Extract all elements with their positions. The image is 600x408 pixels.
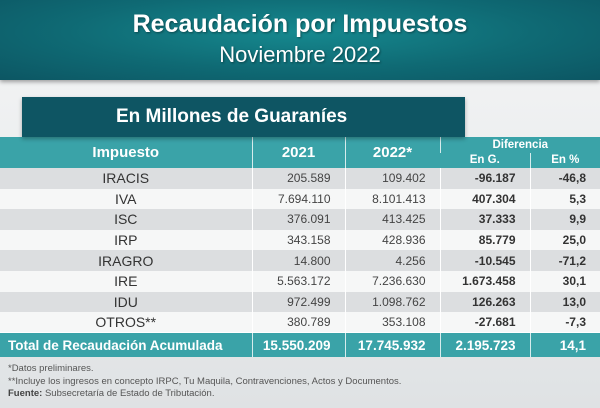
value-2022: 428.936 (344, 229, 440, 251)
total-pct: 14,1 (529, 332, 600, 357)
header: Recaudación por Impuestos Noviembre 2022 (0, 0, 600, 80)
col-2022: 2022* (344, 137, 440, 168)
tax-name: OTROS** (0, 312, 252, 333)
table-row: ISC 376.091 413.425 37.333 9,9 (0, 209, 600, 230)
value-2021: 972.499 (251, 291, 345, 313)
value-diff: 407.304 (439, 188, 530, 210)
value-pct: -71,2 (529, 250, 600, 271)
value-2022: 109.402 (344, 168, 440, 189)
page-subtitle: Noviembre 2022 (219, 42, 381, 67)
value-2021: 376.091 (251, 209, 345, 230)
value-pct: 9,9 (529, 209, 600, 230)
total-2021: 15.550.209 (251, 332, 345, 357)
footnote-1: *Datos preliminares. (8, 363, 94, 374)
value-pct: 25,0 (529, 229, 600, 251)
page-title: Recaudación por Impuestos (132, 10, 468, 38)
value-pct: 5,3 (529, 188, 600, 210)
value-2021: 380.789 (251, 312, 345, 333)
value-pct: -46,8 (529, 168, 600, 189)
footnote-2: **Incluye los ingresos en concepto IRPC,… (8, 375, 402, 387)
value-2022: 4.256 (344, 250, 440, 271)
value-pct: -7,3 (529, 312, 600, 333)
value-2021: 5.563.172 (251, 270, 345, 292)
total-row: Total de Recaudación Acumulada 15.550.20… (0, 332, 600, 357)
value-diff: 37.333 (439, 209, 530, 230)
value-2022: 1.098.762 (344, 291, 440, 313)
table-row: OTROS** 380.789 353.108 -27.681 -7,3 (0, 312, 600, 333)
total-2022: 17.745.932 (344, 332, 440, 357)
table-row: IRP 343.158 428.936 85.779 25,0 (0, 229, 600, 251)
value-2021: 14.800 (251, 250, 345, 271)
value-diff: -27.681 (439, 312, 530, 333)
value-diff: -96.187 (439, 168, 530, 189)
value-diff: -10.545 (439, 250, 530, 271)
tax-name: IRAGRO (0, 250, 252, 271)
tax-name: IRACIS (0, 168, 252, 189)
value-diff: 85.779 (439, 229, 530, 251)
tax-name: IDU (0, 291, 252, 313)
table-row: IVA 7.694.110 8.101.413 407.304 5,3 (0, 188, 600, 210)
table-row: IRACIS 205.589 109.402 -96.187 -46,8 (0, 168, 600, 189)
col-diferencia: Diferencia (439, 137, 600, 153)
tax-name: IRE (0, 270, 252, 292)
value-2021: 205.589 (251, 168, 345, 189)
col-impuesto: Impuesto (0, 137, 252, 168)
source-text: Subsecretaría de Estado de Tributación. (42, 388, 215, 399)
value-2022: 353.108 (344, 312, 440, 333)
tax-name: IRP (0, 229, 252, 251)
total-diff: 2.195.723 (439, 332, 530, 357)
value-diff: 1.673.458 (439, 270, 530, 292)
value-diff: 126.263 (439, 291, 530, 313)
tax-name: ISC (0, 209, 252, 230)
value-pct: 30,1 (529, 270, 600, 292)
col-en-pct: En % (529, 152, 600, 168)
value-2021: 7.694.110 (251, 188, 345, 210)
value-2022: 8.101.413 (344, 188, 440, 210)
table-row: IRE 5.563.172 7.236.630 1.673.458 30,1 (0, 270, 600, 292)
tax-table: Impuesto 2021 2022* Diferencia En G. En … (0, 137, 600, 357)
table-row: IRAGRO 14.800 4.256 -10.545 -71,2 (0, 250, 600, 271)
value-pct: 13,0 (529, 291, 600, 313)
col-2021: 2021 (251, 137, 345, 168)
total-label: Total de Recaudación Acumulada (0, 332, 252, 357)
tax-name: IVA (0, 188, 252, 210)
value-2021: 343.158 (251, 229, 345, 251)
footnotes: *Datos preliminares. **Incluye los ingre… (8, 363, 401, 401)
value-2022: 413.425 (344, 209, 440, 230)
table-row: IDU 972.499 1.098.762 126.263 13,0 (0, 291, 600, 313)
col-en-g: En G. (440, 152, 530, 168)
value-2022: 7.236.630 (344, 270, 440, 292)
source-note: Fuente: Subsecretaría de Estado de Tribu… (8, 388, 401, 401)
units-banner: En Millones de Guaraníes (22, 97, 465, 137)
source-label: Fuente: (8, 388, 43, 399)
